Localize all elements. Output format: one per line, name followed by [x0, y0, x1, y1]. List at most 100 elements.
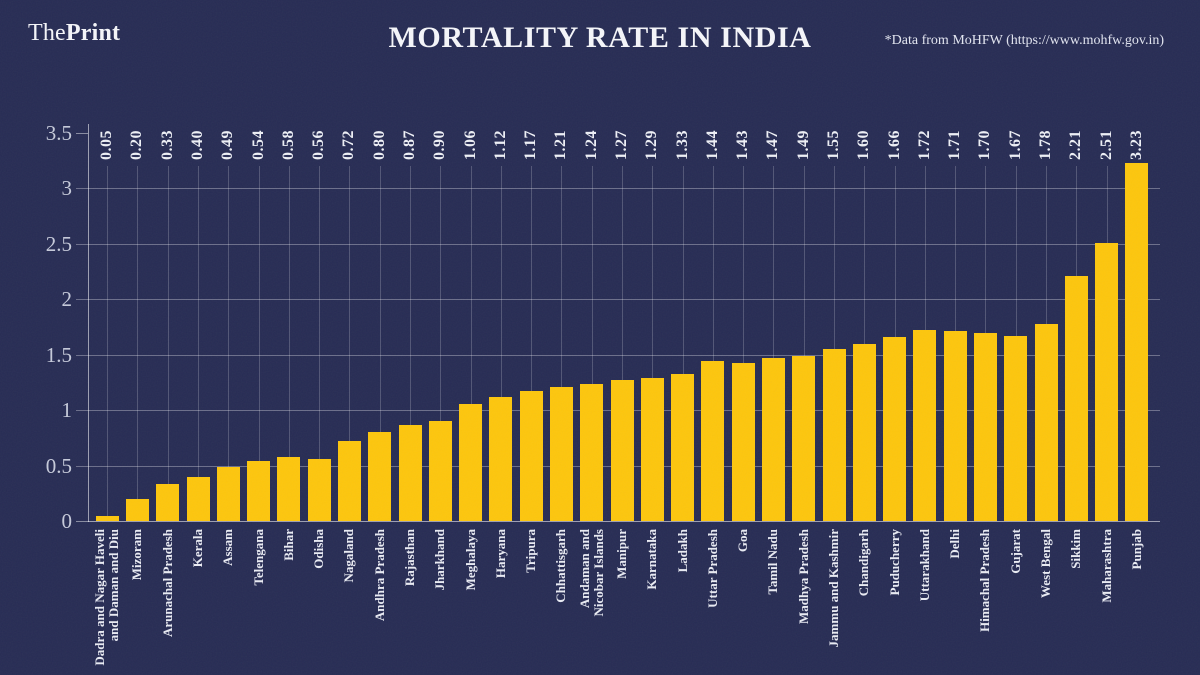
x-axis-label: Goa	[735, 529, 751, 553]
bar-value-label: 2.21	[1067, 130, 1085, 160]
x-axis-label: Haryana	[492, 529, 508, 579]
bar	[398, 424, 422, 521]
x-axis-label: Uttar Pradesh	[704, 529, 720, 608]
x-axis-label: Jammu and Kashmir	[826, 529, 841, 648]
bar	[459, 403, 483, 521]
bar	[307, 458, 331, 521]
bar	[913, 330, 937, 521]
bar-value-label: 1.66	[885, 130, 903, 160]
x-axis-label: Puducherry	[886, 529, 902, 596]
x-axis-label: Telengana	[250, 529, 266, 586]
bar	[368, 432, 392, 521]
bar	[1125, 162, 1149, 521]
x-axis-line	[88, 521, 1160, 522]
bar	[883, 337, 907, 521]
bar	[671, 373, 695, 521]
bar	[1095, 242, 1119, 521]
y-axis-line	[88, 124, 89, 522]
x-axis-label: Manipur	[614, 529, 629, 579]
bar-value-label: 0.56	[310, 130, 328, 160]
x-grid-line	[167, 166, 169, 521]
x-axis-label: Meghalaya	[462, 529, 478, 591]
y-tick-label: 0.5	[45, 453, 72, 478]
bar-value-label: 1.78	[1037, 130, 1054, 160]
y-grid-line	[76, 243, 1160, 245]
x-axis-label: Nagaland	[341, 529, 357, 583]
bar-value-label: 1.70	[976, 130, 994, 160]
bar-value-label: 1.43	[734, 130, 752, 160]
x-grid-line	[198, 166, 199, 521]
y-tick-label: 1.5	[45, 342, 72, 367]
bar-value-label: 0.05	[98, 130, 116, 160]
x-axis-label: Ladakh	[674, 529, 690, 573]
x-axis-label: Arunachal Pradesh	[159, 529, 175, 637]
bar	[1064, 276, 1088, 521]
bar-value-label: 0.80	[370, 130, 388, 160]
bar-value-label: 1.17	[522, 130, 540, 160]
bar-value-label: 1.27	[613, 130, 630, 160]
bar-value-label: 0.72	[340, 130, 358, 160]
bar-value-label: 1.55	[825, 130, 842, 160]
y-axis-tick	[76, 133, 88, 134]
x-axis-label: Chhattisgarh	[553, 529, 569, 603]
y-tick-label: 2.5	[45, 231, 72, 256]
bar-value-label: 3.23	[1127, 130, 1145, 160]
x-axis-label: Tamil Nadu	[765, 529, 781, 595]
bar	[610, 380, 634, 521]
bar-value-label: 0.40	[189, 130, 206, 160]
bar	[580, 383, 604, 521]
bar-value-label: 1.67	[1006, 130, 1024, 160]
bar	[277, 456, 301, 521]
bar-value-label: 1.06	[461, 130, 479, 160]
y-tick-label: 3	[61, 176, 73, 201]
bar-value-label: 0.33	[158, 130, 176, 160]
x-axis-label: Kerala	[190, 529, 205, 568]
x-axis-label: Tripura	[523, 529, 539, 573]
bar	[731, 362, 755, 521]
bar-value-label: 1.44	[703, 130, 721, 160]
bar-value-label: 0.54	[249, 130, 267, 160]
x-axis-label: Rajasthan	[402, 529, 417, 587]
bar-value-label: 1.24	[582, 130, 600, 160]
bar-value-label: 0.90	[431, 130, 449, 160]
bar	[428, 421, 452, 521]
x-axis-label: Assam	[220, 529, 236, 566]
x-axis-label: Odisha	[311, 529, 327, 569]
x-axis-label: Maharashtra	[1098, 529, 1114, 603]
bar	[1004, 335, 1028, 521]
bar-value-label: 1.60	[855, 130, 873, 160]
bar	[489, 396, 513, 521]
bar-value-label: 1.21	[552, 130, 570, 160]
x-axis-label: Chandigarh	[856, 529, 872, 597]
x-grid-line	[137, 166, 139, 521]
bar-value-label: 0.20	[128, 130, 146, 160]
x-axis-label: Gujarat	[1007, 529, 1023, 574]
x-axis-label: Dadra and Nagar Haveli and Daman and Diu	[92, 529, 122, 666]
bar-value-label: 0.58	[279, 130, 297, 160]
bar	[701, 361, 725, 521]
bar	[95, 515, 119, 521]
bar	[1034, 323, 1058, 521]
x-axis-label: Jharkhand	[432, 529, 448, 591]
y-grid-line	[76, 188, 1160, 190]
bar-value-label: 1.29	[643, 130, 661, 160]
x-axis-label: Bihar	[280, 529, 296, 561]
bar-value-label: 1.33	[673, 130, 691, 160]
bar	[761, 358, 785, 521]
y-tick-label: 3.5	[45, 121, 72, 145]
x-axis-label: Uttarakhand	[916, 529, 932, 602]
bar	[156, 484, 180, 521]
y-tick-label: 0	[61, 509, 73, 533]
y-tick-label: 2	[61, 287, 73, 312]
bar	[216, 466, 240, 521]
x-axis-label: Himachal Pradesh	[977, 529, 993, 632]
bar	[186, 476, 210, 521]
bar	[973, 332, 997, 521]
bar	[247, 461, 271, 521]
bar-value-label: 1.12	[491, 130, 509, 160]
bar	[519, 391, 543, 521]
bar-value-label: 0.87	[401, 130, 418, 160]
bar-value-label: 2.51	[1097, 130, 1115, 160]
